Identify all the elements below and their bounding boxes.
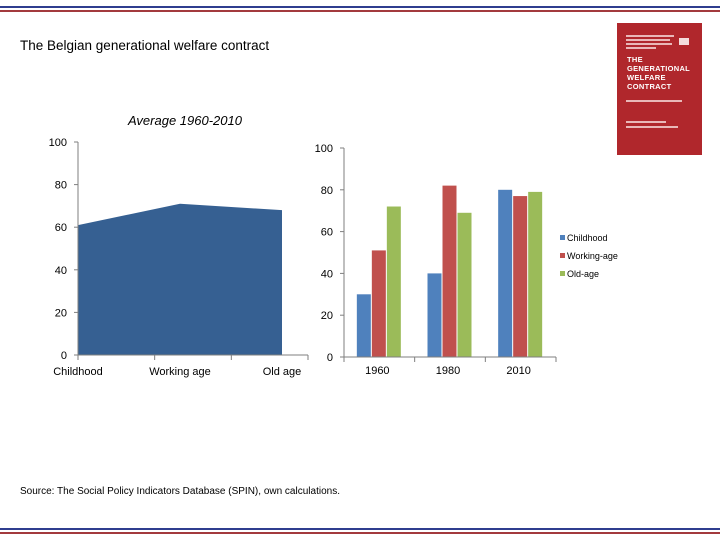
area-series-fill (78, 203, 282, 355)
y-tick-label: 0 (61, 350, 67, 362)
bar-childhood-1960 (356, 294, 371, 357)
x-tick-label: 1960 (365, 365, 389, 377)
top-rule (0, 6, 720, 12)
y-tick-label: 60 (321, 227, 333, 239)
slide-title: The Belgian generational welfare contrac… (20, 38, 270, 53)
legend-swatch-working-age (560, 253, 565, 258)
bar-old-age-2010 (528, 191, 543, 357)
x-tick-label: 1980 (436, 365, 460, 377)
bar-old-age-1960 (386, 206, 401, 357)
legend-entry: Working-age (567, 251, 618, 261)
bottom-rule (0, 528, 720, 534)
y-tick-label: 60 (55, 222, 67, 234)
legend-swatch-childhood (560, 235, 565, 240)
y-tick-label: 80 (321, 185, 333, 197)
y-tick-label: 20 (55, 307, 67, 319)
bar-working-age-1980 (442, 185, 457, 357)
area-chart: 0 20 40 60 80 100 Childhood Working age Old age (49, 137, 309, 378)
bar-childhood-1980 (427, 273, 442, 357)
bar-old-age-1980 (457, 212, 472, 357)
publisher-logo-icon (679, 38, 689, 45)
y-tick-label: 80 (55, 180, 67, 192)
source-note: Source: The Social Policy Indicators Dat… (20, 486, 340, 497)
book-cover-title: THE GENERATIONAL WELFARE CONTRACT (627, 55, 691, 91)
x-tick-label: Working age (149, 366, 211, 378)
area-chart-title: Average 1960-2010 (128, 113, 242, 128)
x-tick-label: Old age (263, 366, 302, 378)
x-tick-label: 2010 (506, 365, 530, 377)
bar-working-age-1960 (371, 250, 386, 357)
bar-chart: 0 20 40 60 80 100 1960 1980 2010 Childhood Working… (315, 143, 618, 377)
x-tick-label: Childhood (53, 366, 103, 378)
y-tick-label: 40 (55, 265, 67, 277)
legend-entry: Childhood (567, 233, 608, 243)
y-tick-label: 100 (315, 143, 333, 155)
y-tick-label: 40 (321, 268, 333, 280)
legend-swatch-old-age (560, 271, 565, 276)
legend-entry: Old-age (567, 269, 599, 279)
y-tick-label: 20 (321, 310, 333, 322)
bar-working-age-2010 (513, 196, 528, 357)
bar-childhood-2010 (498, 189, 513, 357)
book-cover-image: THE GENERATIONAL WELFARE CONTRACT (617, 23, 702, 155)
y-tick-label: 100 (49, 137, 67, 149)
y-tick-label: 0 (327, 352, 333, 364)
